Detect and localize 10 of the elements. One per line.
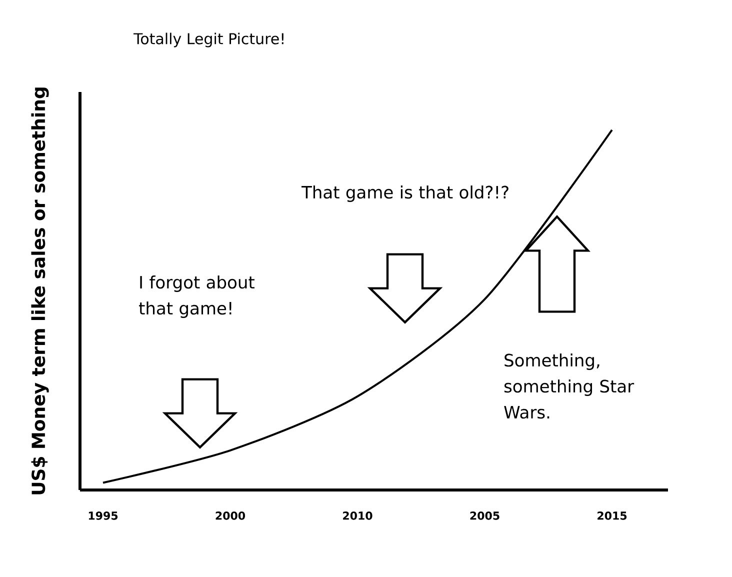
annotation: I forgot about that game! — [138, 276, 254, 318]
x-tick-label: 1995 — [88, 512, 118, 520]
annotation: Something, something Star Wars. — [504, 354, 634, 419]
x-tick-label: 2000 — [216, 512, 246, 520]
annotation: That game is that old?!? — [301, 186, 508, 202]
x-tick-label: 2015 — [598, 512, 627, 520]
y-axis-title: US$ Money term like sales or something — [31, 88, 49, 494]
x-tick-label: 2010 — [343, 512, 372, 520]
x-tick-label: 2005 — [470, 512, 500, 520]
chart-title: Totally Legit Picture! — [133, 32, 284, 48]
